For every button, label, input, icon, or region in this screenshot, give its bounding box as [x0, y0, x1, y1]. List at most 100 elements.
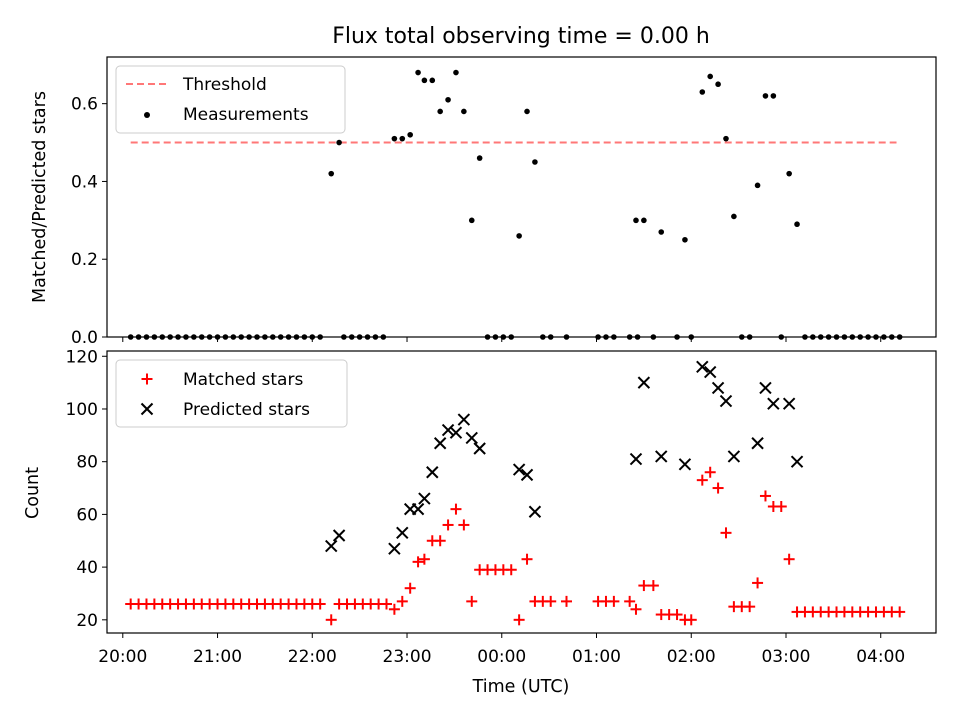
- cross-b: [396, 526, 409, 540]
- matched-star-point: [545, 595, 557, 607]
- matched-star-point: [434, 535, 446, 547]
- bottom-y-ticks: 20 40 60 80 100 120: [66, 347, 107, 631]
- bottom-y-tick-label: 20: [76, 611, 98, 631]
- bottom-y-tick-label: 120: [66, 347, 98, 367]
- bottom-panel: Count Time (UTC) 20 40 60 80 100 120 20:00 21:…: [23, 347, 937, 697]
- predicted-star-point: [332, 529, 346, 542]
- measurement-point: [453, 69, 459, 76]
- matched-star-point: [685, 614, 697, 626]
- matched-star-point: [442, 519, 454, 531]
- legend-plus-marker: [141, 373, 153, 385]
- matched-stars-points: [125, 466, 906, 626]
- matched-stars-legend-swatch: [141, 373, 153, 385]
- predicted-star-point: [719, 394, 733, 408]
- predicted-star-point: [711, 381, 725, 395]
- bottom-y-tick-label: 100: [66, 400, 98, 420]
- bottom-y-tick-label: 40: [76, 558, 98, 578]
- measurement-point: [532, 159, 538, 165]
- matched-star-point: [314, 598, 326, 610]
- bottom-y-tick-label: 80: [76, 453, 98, 473]
- measurement-point: [641, 217, 647, 224]
- matched-star-point: [418, 553, 430, 565]
- cross-b: [512, 463, 526, 476]
- measurement-point: [754, 182, 761, 189]
- measurements-legend-label: Measurements: [183, 105, 309, 125]
- matched-star-point: [450, 503, 462, 515]
- measurement-point: [516, 233, 522, 239]
- predicted-star-point: [637, 376, 651, 389]
- measurement-point: [421, 77, 428, 84]
- measurement-point: [699, 89, 706, 95]
- matched-star-point: [380, 598, 392, 610]
- top-ylabel: Matched/Predicted stars: [30, 91, 50, 303]
- cross-b: [528, 505, 542, 518]
- measurement-point: [723, 135, 729, 142]
- top-y-ticks: 0.0 0.2 0.4 0.6: [71, 95, 107, 348]
- cross-b: [719, 394, 733, 408]
- cross-b: [696, 360, 709, 374]
- top-legend-box: [115, 65, 346, 134]
- measurements-legend-swatch: [144, 112, 150, 118]
- predicted-star-point: [325, 539, 338, 553]
- measurement-point: [415, 69, 421, 76]
- cross-b: [457, 413, 471, 426]
- top-y-tick-label: 0.4: [71, 172, 98, 192]
- matched-star-point: [783, 553, 795, 565]
- measurement-point: [391, 135, 398, 142]
- threshold-legend-label: Threshold: [182, 75, 267, 95]
- predicted-stars-legend-swatch: [140, 402, 154, 416]
- measurement-point: [445, 96, 451, 103]
- cross-b: [140, 402, 154, 416]
- bottom-legend: Matched stars Predicted stars: [115, 359, 348, 428]
- predicted-star-point: [473, 442, 486, 455]
- cross-b: [759, 381, 772, 395]
- matched-star-point: [466, 595, 478, 607]
- predicted-star-point: [759, 381, 772, 395]
- matched-star-point: [630, 603, 642, 615]
- predicted-star-point: [426, 466, 439, 479]
- measurement-point: [336, 139, 342, 146]
- matched-star-point: [513, 614, 525, 626]
- predicted-star-point: [411, 502, 425, 516]
- cross-b: [751, 437, 764, 450]
- measurement-point: [437, 108, 443, 115]
- predicted-star-point: [678, 458, 692, 471]
- cross-b: [711, 381, 725, 395]
- predicted-star-point: [696, 360, 709, 374]
- top-x-ticks: [122, 337, 882, 342]
- measurement-point: [731, 213, 737, 220]
- matched-star-point: [624, 595, 636, 607]
- measurement-point: [468, 217, 475, 224]
- predicted-stars-points: [325, 360, 804, 555]
- cross-b: [655, 450, 668, 463]
- predicted-star-point: [782, 397, 796, 410]
- top-y-tick-label: 0.0: [71, 328, 98, 348]
- matched-star-point: [744, 601, 756, 613]
- predicted-stars-legend-label: Predicted stars: [183, 400, 310, 420]
- bottom-legend-box: [115, 359, 348, 428]
- cross-b: [703, 365, 717, 379]
- bottom-ylabel: Count: [23, 467, 43, 519]
- top-axes-frame: [106, 56, 937, 338]
- cross-b: [441, 423, 455, 437]
- bottom-x-tick-label: 03:00: [761, 647, 810, 667]
- matched-star-point: [638, 580, 650, 592]
- matched-star-point: [696, 474, 708, 486]
- cross-b: [520, 468, 534, 482]
- matched-star-point: [704, 466, 716, 478]
- measurement-point: [770, 93, 777, 99]
- bottom-x-tick-label: 04:00: [856, 647, 905, 667]
- cross-b: [678, 458, 692, 471]
- cross-b: [782, 397, 796, 410]
- predicted-star-point: [629, 452, 643, 466]
- predicted-star-point: [528, 505, 542, 518]
- predicted-star-point: [655, 450, 668, 463]
- measurement-point: [715, 81, 721, 88]
- matched-star-point: [671, 609, 683, 621]
- bottom-y-tick-label: 60: [76, 505, 98, 525]
- measurement-point: [476, 155, 483, 161]
- matched-star-point: [325, 614, 337, 626]
- cross-b: [790, 455, 804, 468]
- cross-b: [465, 431, 478, 445]
- top-legend: Threshold Measurements: [115, 65, 346, 134]
